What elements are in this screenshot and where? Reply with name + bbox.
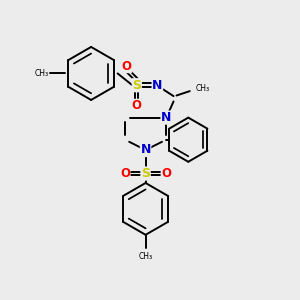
Text: O: O [120, 167, 130, 180]
Text: O: O [132, 99, 142, 112]
Text: CH₃: CH₃ [34, 69, 48, 78]
Text: O: O [122, 60, 131, 73]
Text: O: O [161, 167, 171, 180]
Text: S: S [132, 79, 141, 92]
Text: CH₃: CH₃ [196, 84, 210, 93]
Text: N: N [152, 79, 163, 92]
Text: N: N [161, 111, 171, 124]
Text: S: S [141, 167, 150, 180]
Text: CH₃: CH₃ [139, 253, 153, 262]
Text: N: N [140, 143, 151, 157]
